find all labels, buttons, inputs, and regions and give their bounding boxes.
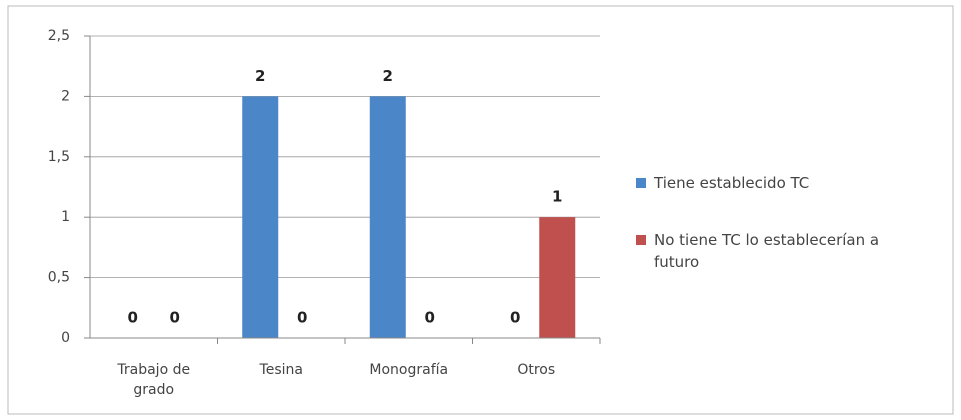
- value-label: 0: [297, 309, 307, 327]
- y-tick-label: 0,5: [48, 270, 70, 286]
- y-tick-label: 2,5: [48, 28, 70, 44]
- bar: [369, 96, 406, 339]
- value-label: 1: [552, 188, 562, 206]
- x-tick-label: Tesina: [259, 362, 303, 378]
- bar: [539, 217, 576, 338]
- value-label: 2: [255, 67, 265, 85]
- legend-label: Tiene establecido TC: [654, 174, 810, 192]
- y-tick-label: 0: [61, 330, 70, 346]
- value-label: 0: [510, 309, 520, 327]
- value-label: 0: [170, 309, 180, 327]
- legend-item: No tiene TC lo establecerían a futuro: [636, 229, 936, 273]
- y-tick-label: 1: [61, 209, 70, 225]
- x-tick-label: Monografía: [369, 362, 448, 378]
- legend-label: No tiene TC lo establecerían a futuro: [654, 231, 880, 271]
- value-label: 0: [128, 309, 138, 327]
- legend-swatch: [636, 178, 646, 188]
- legend-swatch: [636, 235, 646, 245]
- bar: [242, 96, 279, 339]
- value-label: 2: [383, 67, 393, 85]
- x-tick-label: Trabajo de grado: [116, 362, 190, 398]
- y-tick-label: 1,5: [48, 149, 70, 165]
- legend-item: Tiene establecido TC: [636, 172, 936, 194]
- x-tick-label: Otros: [517, 362, 555, 378]
- value-label: 0: [425, 309, 435, 327]
- y-tick-label: 2: [61, 88, 70, 104]
- chart-border: [7, 5, 954, 415]
